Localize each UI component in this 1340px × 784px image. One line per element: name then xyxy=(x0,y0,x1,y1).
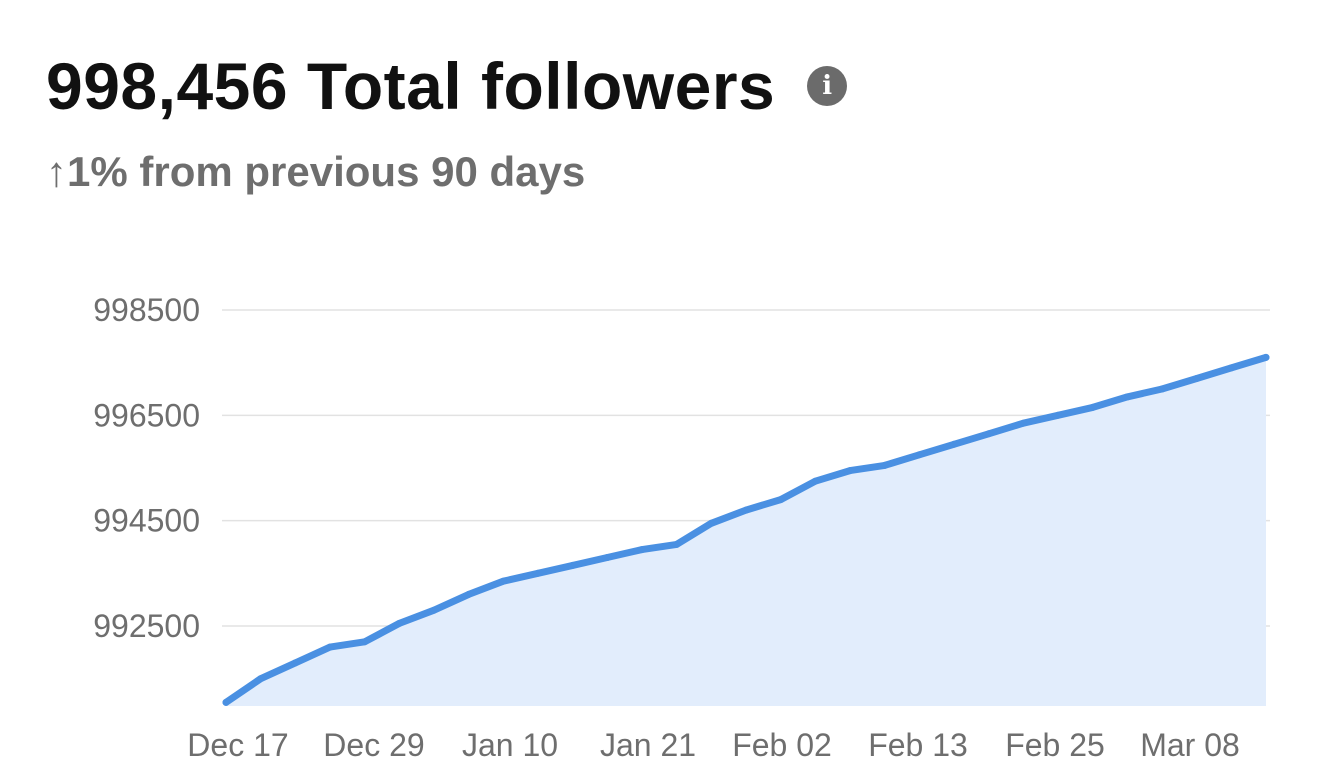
x-tick-label: Feb 13 xyxy=(868,727,968,763)
info-icon[interactable]: i xyxy=(807,66,848,106)
data-point-mar-11[interactable] xyxy=(1227,364,1235,372)
data-point-mar-5[interactable] xyxy=(1158,385,1166,393)
data-point-feb-6[interactable] xyxy=(846,467,854,475)
data-point-feb-21[interactable] xyxy=(1019,419,1027,427)
data-point-jan-31[interactable] xyxy=(777,496,785,504)
y-tick-label: 998500 xyxy=(93,292,200,328)
x-tick-label: Jan 21 xyxy=(600,727,696,763)
y-axis-ticks: 992500 994500 996500 998500 xyxy=(93,292,200,644)
x-tick-label: Dec 17 xyxy=(187,727,288,763)
data-point-jan-16[interactable] xyxy=(603,554,611,561)
change-subtitle: ↑1% from previous 90 days xyxy=(46,146,847,198)
area-layer xyxy=(226,357,1266,706)
data-point-dec-20[interactable] xyxy=(291,659,299,667)
data-point-mar-14[interactable] xyxy=(1262,353,1270,361)
x-tick-label: Mar 08 xyxy=(1140,727,1240,763)
data-point-feb-9[interactable] xyxy=(881,461,889,469)
up-arrow-icon: ↑ xyxy=(46,148,67,195)
y-tick-label: 992500 xyxy=(93,608,200,644)
total-followers-title: 998,456 Total followers xyxy=(46,49,776,123)
data-point-jan-28[interactable] xyxy=(742,506,750,514)
y-tick-label: 994500 xyxy=(93,503,200,539)
points-layer xyxy=(222,353,1270,706)
data-point-mar-8[interactable] xyxy=(1193,375,1201,382)
data-point-jan-25[interactable] xyxy=(707,519,715,527)
y-tick-label: 996500 xyxy=(93,397,200,433)
data-point-feb-18[interactable] xyxy=(985,430,993,438)
x-tick-label: Feb 02 xyxy=(732,727,832,763)
x-tick-label: Jan 10 xyxy=(462,727,558,763)
data-point-dec-23[interactable] xyxy=(326,643,334,651)
data-point-jan-13[interactable] xyxy=(569,561,577,569)
data-point-dec-17[interactable] xyxy=(257,675,265,683)
data-point-jan-22[interactable] xyxy=(673,540,681,548)
data-point-jan-19[interactable] xyxy=(638,546,646,554)
data-point-dec-29[interactable] xyxy=(395,619,403,627)
data-point-jan-4[interactable] xyxy=(465,590,473,598)
data-point-jan-10[interactable] xyxy=(534,569,542,577)
data-point-dec-14[interactable] xyxy=(222,698,230,706)
change-text: 1% from previous 90 days xyxy=(67,148,586,195)
x-tick-label: Feb 25 xyxy=(1005,727,1105,763)
data-point-feb-12[interactable] xyxy=(915,451,923,459)
x-tick-label: Dec 29 xyxy=(323,727,424,763)
title-row: 998,456 Total followers i xyxy=(46,44,848,128)
chart-header: 998,456 Total followers i ↑1% from previ… xyxy=(46,44,848,198)
x-axis-ticks: Dec 17 Dec 29 Jan 10 Jan 21 Feb 02 Feb 13 Feb … xyxy=(187,727,1239,763)
data-point-feb-24[interactable] xyxy=(1054,411,1062,419)
data-point-mar-2[interactable] xyxy=(1123,393,1131,401)
data-point-feb-15[interactable] xyxy=(950,440,958,448)
data-point-feb-27[interactable] xyxy=(1089,403,1097,411)
data-point-feb-3[interactable] xyxy=(811,477,819,485)
data-point-dec-26[interactable] xyxy=(361,638,369,646)
data-point-jan-1[interactable] xyxy=(430,606,438,614)
data-point-jan-7[interactable] xyxy=(499,577,507,585)
followers-area xyxy=(226,357,1266,706)
